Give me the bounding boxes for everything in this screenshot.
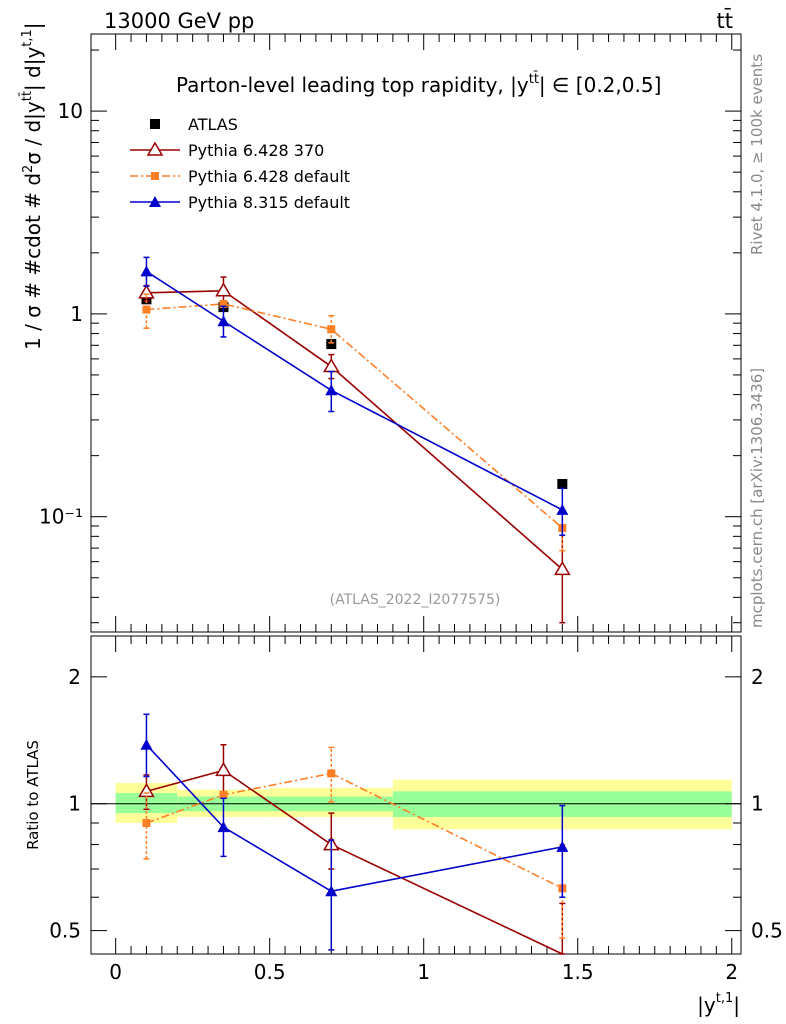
ylabel-rest2: | d|y (21, 47, 45, 92)
main-panel-frame (90, 33, 742, 633)
chart-title-main: Parton-level leading top rapidity, | (176, 73, 517, 97)
main-pythia-8-315-default (140, 256, 569, 536)
ratio-pythia-6-428-default (142, 746, 567, 939)
legend-entry: Pythia 8.315 default (130, 193, 350, 212)
data-point (140, 738, 153, 750)
data-point (215, 282, 232, 297)
ratio-ylabel: Ratio to ATLAS (24, 740, 42, 850)
ratio-y-tick-label-right: 2 (751, 665, 764, 689)
ylabel-end: | (21, 22, 45, 29)
ratio-bands (115, 779, 732, 830)
rivet-label: Rivet 4.1.0, ≥ 100k events (748, 54, 766, 255)
data-point (217, 821, 230, 833)
ratio-axis-ticks: 0 0.5 1 1.5 2 2 2 1 1 0.5 0.5 (49, 636, 783, 984)
data-point (325, 384, 338, 396)
data-point (219, 299, 228, 308)
ylabel-exp: 2 (21, 165, 36, 173)
data-point (325, 885, 338, 897)
data-point (322, 358, 340, 373)
xlabel-sup: t,1 (716, 991, 734, 1006)
data-point (556, 503, 569, 515)
series-line (146, 769, 563, 955)
legend: ATLAS Pythia 6.428 370 Pythia 6.428 defaul… (130, 115, 350, 212)
xlabel-end: | (733, 993, 740, 1017)
data-point (219, 790, 228, 799)
main-ylabel-text: 1 / σ # #cdot # d (21, 173, 45, 350)
data-point (554, 560, 571, 576)
legend-entry: ATLAS (150, 115, 238, 134)
ratio-series-layer (138, 713, 569, 955)
ratio-y-tick-label: 2 (68, 665, 81, 689)
x-tick-label: 2 (725, 960, 738, 984)
series-atlas (141, 294, 568, 489)
series-line (146, 772, 563, 890)
data-point (142, 305, 151, 314)
legend-entry: Pythia 6.428 370 (130, 141, 324, 160)
ylabel-sup1: tt̄ (20, 91, 35, 101)
mcplots-label: mcplots.cern.ch [arXiv:1306.3436] (748, 368, 766, 628)
main-ylabel: 1 / σ # #cdot # d2σ / d|ytt̄| d|yt,1| (20, 22, 45, 350)
series-line (146, 303, 563, 529)
analysis-annotation: (ATLAS_2022_I2077575) (330, 592, 501, 608)
data-point (217, 315, 230, 327)
ylabel-rest: σ / d|y (21, 101, 45, 165)
data-point (327, 325, 336, 334)
ratio-panel-frame (90, 635, 742, 955)
main-series-layer (138, 256, 571, 624)
legend-label: ATLAS (188, 115, 238, 134)
ratio-pythia-8-315-default (140, 713, 569, 951)
legend-entry: Pythia 6.428 default (130, 167, 350, 186)
series-line (145, 744, 563, 893)
x-tick-label: 0.5 (254, 960, 286, 984)
data-point (557, 478, 568, 489)
data-point (327, 769, 336, 778)
main-pythia-6-428-default (142, 293, 567, 552)
legend-label: Pythia 6.428 370 (188, 141, 324, 160)
chart-title-sup: tt̄ (529, 72, 539, 87)
chart-title-tail: | ∈ [0.2,0.5] (539, 73, 661, 97)
legend-marker (149, 196, 161, 207)
energy-label: 13000 GeV pp (104, 9, 254, 33)
legend-label: Pythia 8.315 default (188, 193, 350, 212)
ylabel-sup2: t,1 (20, 29, 35, 47)
series-line (146, 270, 563, 511)
x-tick-label: 1.5 (562, 960, 594, 984)
main-pythia-6-428-370 (138, 276, 571, 624)
data-point (326, 339, 337, 350)
chart-title-var: y (517, 73, 529, 97)
ratio-y-tick-label-right: 1 (751, 792, 764, 816)
process-label: tt̄ (717, 8, 733, 33)
x-tick-label: 1 (417, 960, 430, 984)
ratio-y-tick-label: 0.5 (49, 919, 81, 943)
data-point (556, 840, 569, 852)
data-point (142, 819, 151, 828)
y-tick-label: 1 (70, 302, 83, 326)
main-axis-ticks: 10 1 10⁻¹ (39, 34, 741, 632)
ratio-y-tick-label: 1 (68, 792, 81, 816)
series-line (146, 289, 563, 570)
x-tick-label: 0 (109, 960, 122, 984)
legend-marker (150, 119, 160, 129)
chart-title: Parton-level leading top rapidity, |ytt̄… (176, 72, 661, 97)
data-point (140, 265, 153, 277)
xlabel: |yt,1| (697, 991, 740, 1017)
legend-marker (146, 141, 164, 156)
y-tick-label: 10 (58, 99, 83, 123)
legend-marker (151, 172, 159, 180)
y-tick-label: 10⁻¹ (39, 505, 83, 529)
ratio-pythia-6-428-370 (138, 744, 566, 955)
legend-label: Pythia 6.428 default (188, 167, 350, 186)
ratio-y-tick-label-right: 0.5 (751, 919, 783, 943)
data-point (215, 761, 232, 777)
